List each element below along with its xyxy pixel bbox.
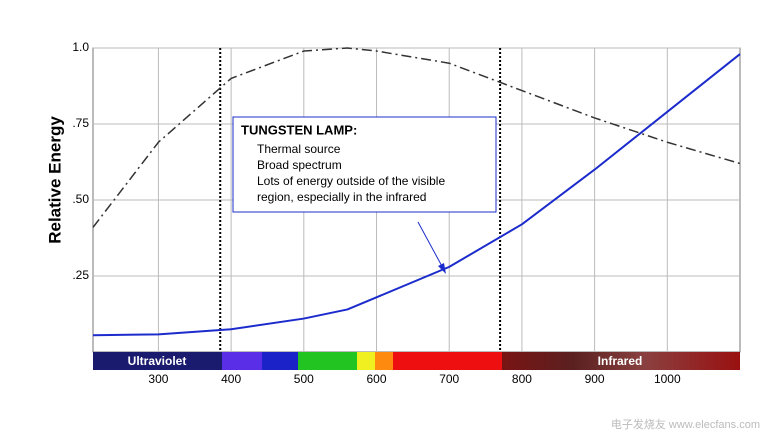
x-tick-label: 600: [367, 372, 387, 386]
annotation-line: region, especially in the infrared: [257, 190, 426, 204]
annotation-line: Lots of energy outside of the visible: [257, 174, 445, 188]
annotation-line: Thermal source: [257, 142, 341, 156]
spectrum-label: Ultraviolet: [128, 354, 187, 368]
x-tick-label: 500: [294, 372, 314, 386]
series-line: [92, 53, 741, 337]
x-tick-label: 900: [585, 372, 605, 386]
spectrum-bar: Ultraviolet Infrared: [93, 352, 740, 370]
violet-band: [222, 352, 262, 370]
blue-band: [262, 352, 298, 370]
arrow-head: [438, 263, 446, 274]
spectrum-label: Infrared: [598, 354, 643, 368]
x-tick-label: 700: [439, 372, 459, 386]
annotation-title: TUNGSTEN LAMP:: [241, 122, 357, 137]
annotation-arrow: [417, 221, 445, 271]
red-band: [393, 352, 502, 370]
uv-band: [93, 352, 222, 370]
x-tick-label: 400: [221, 372, 241, 386]
annotation-line: Broad spectrum: [257, 158, 342, 172]
y-axis-title: Relative Energy: [45, 116, 64, 244]
yellow-band: [357, 352, 375, 370]
x-tick-label: 800: [512, 372, 532, 386]
annotation-box: [232, 116, 497, 213]
green-band: [298, 352, 357, 370]
x-tick-label: 300: [148, 372, 168, 386]
x-tick-label: 1000: [654, 372, 681, 386]
series-line: [92, 47, 741, 228]
y-tick-label: .50: [72, 192, 89, 206]
y-tick-label: .75: [72, 116, 89, 130]
y-tick-label: .25: [72, 268, 89, 282]
grid: [93, 47, 740, 352]
watermark: 电子发烧友 www.elecfans.com: [611, 417, 760, 431]
orange-band: [375, 352, 393, 370]
ir-band: [502, 352, 740, 370]
y-tick-label: 1.0: [72, 40, 89, 54]
